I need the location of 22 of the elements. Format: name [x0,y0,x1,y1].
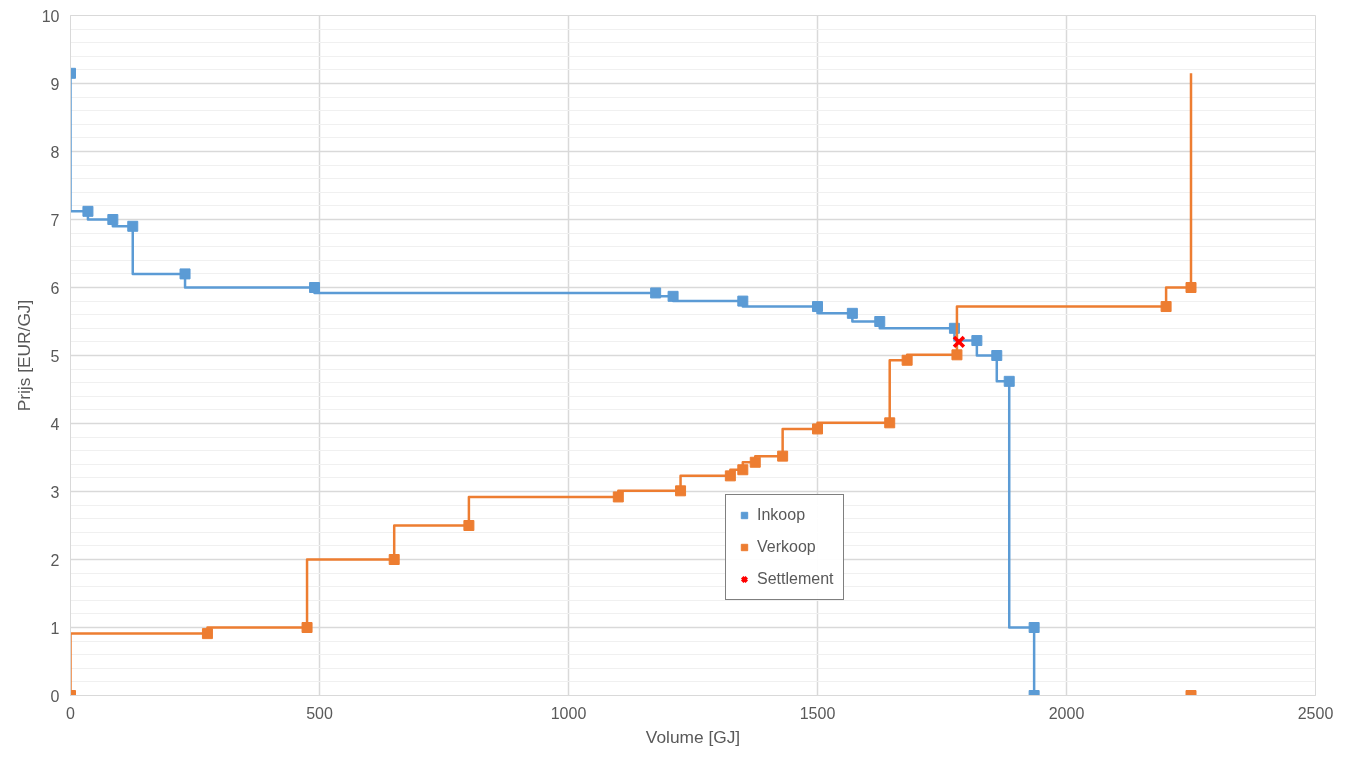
x-axis-title: Volume [GJ] [645,726,741,747]
y-tick-label: 6 [50,279,60,297]
y-tick-label: 1 [50,619,60,637]
x-tick-label: 2500 [1297,704,1334,722]
legend-label: Verkoop [757,538,816,556]
y-tick-label: 5 [50,347,60,365]
x-tick-label: 2000 [1048,704,1085,722]
x-tick-label: 1500 [799,704,836,722]
x-tick-label: 0 [66,704,76,722]
y-tick-label: 3 [50,483,60,501]
legend-label: Settlement [757,570,834,588]
y-tick-label: 9 [50,75,60,93]
x-tick-label: 1000 [550,704,587,722]
y-tick-label: 10 [41,7,60,25]
legend-label: Inkoop [757,506,806,524]
y-tick-label: 2 [50,551,60,569]
x-tick-label: 500 [306,704,333,722]
y-tick-label: 8 [50,143,60,161]
y-axis-title: Prijs [EUR/GJ] [13,299,34,412]
y-tick-label: 0 [50,687,60,705]
y-tick-label: 7 [50,211,60,229]
y-tick-label: 4 [50,415,60,433]
